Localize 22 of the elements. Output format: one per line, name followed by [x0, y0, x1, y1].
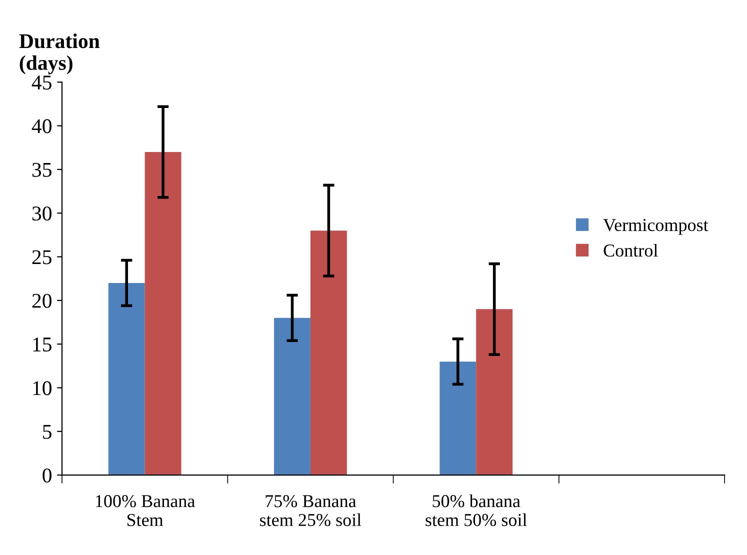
- bar: [310, 230, 347, 476]
- y-tick-label: 30: [32, 206, 52, 221]
- y-tick-label: 25: [32, 250, 52, 264]
- bar: [144, 152, 182, 476]
- legend-label: Control: [604, 244, 658, 257]
- y-tick-label: 15: [33, 338, 52, 352]
- legend-label: Vermicompost: [603, 219, 708, 235]
- y-tick-label: 10: [33, 381, 52, 396]
- x-tick-label: 50% banana stem 50% soil: [426, 494, 527, 526]
- bar: [476, 309, 513, 476]
- bar: [274, 318, 310, 476]
- x-tick-label: 75% Banana stem 25% soil: [260, 495, 362, 526]
- y-tick-label: 35: [32, 162, 52, 177]
- y-tick-label: 45: [32, 76, 52, 90]
- bar: [440, 362, 476, 476]
- y-tick-label: 5: [43, 425, 52, 439]
- bar: [108, 282, 145, 476]
- y-tick-label: 40: [32, 119, 52, 134]
- x-tick-label: 100% Banana Stem: [96, 495, 195, 526]
- y-axis-title: Duration (days): [19, 34, 100, 74]
- y-tick-label: 0: [42, 468, 52, 483]
- y-tick-label: 20: [32, 294, 52, 308]
